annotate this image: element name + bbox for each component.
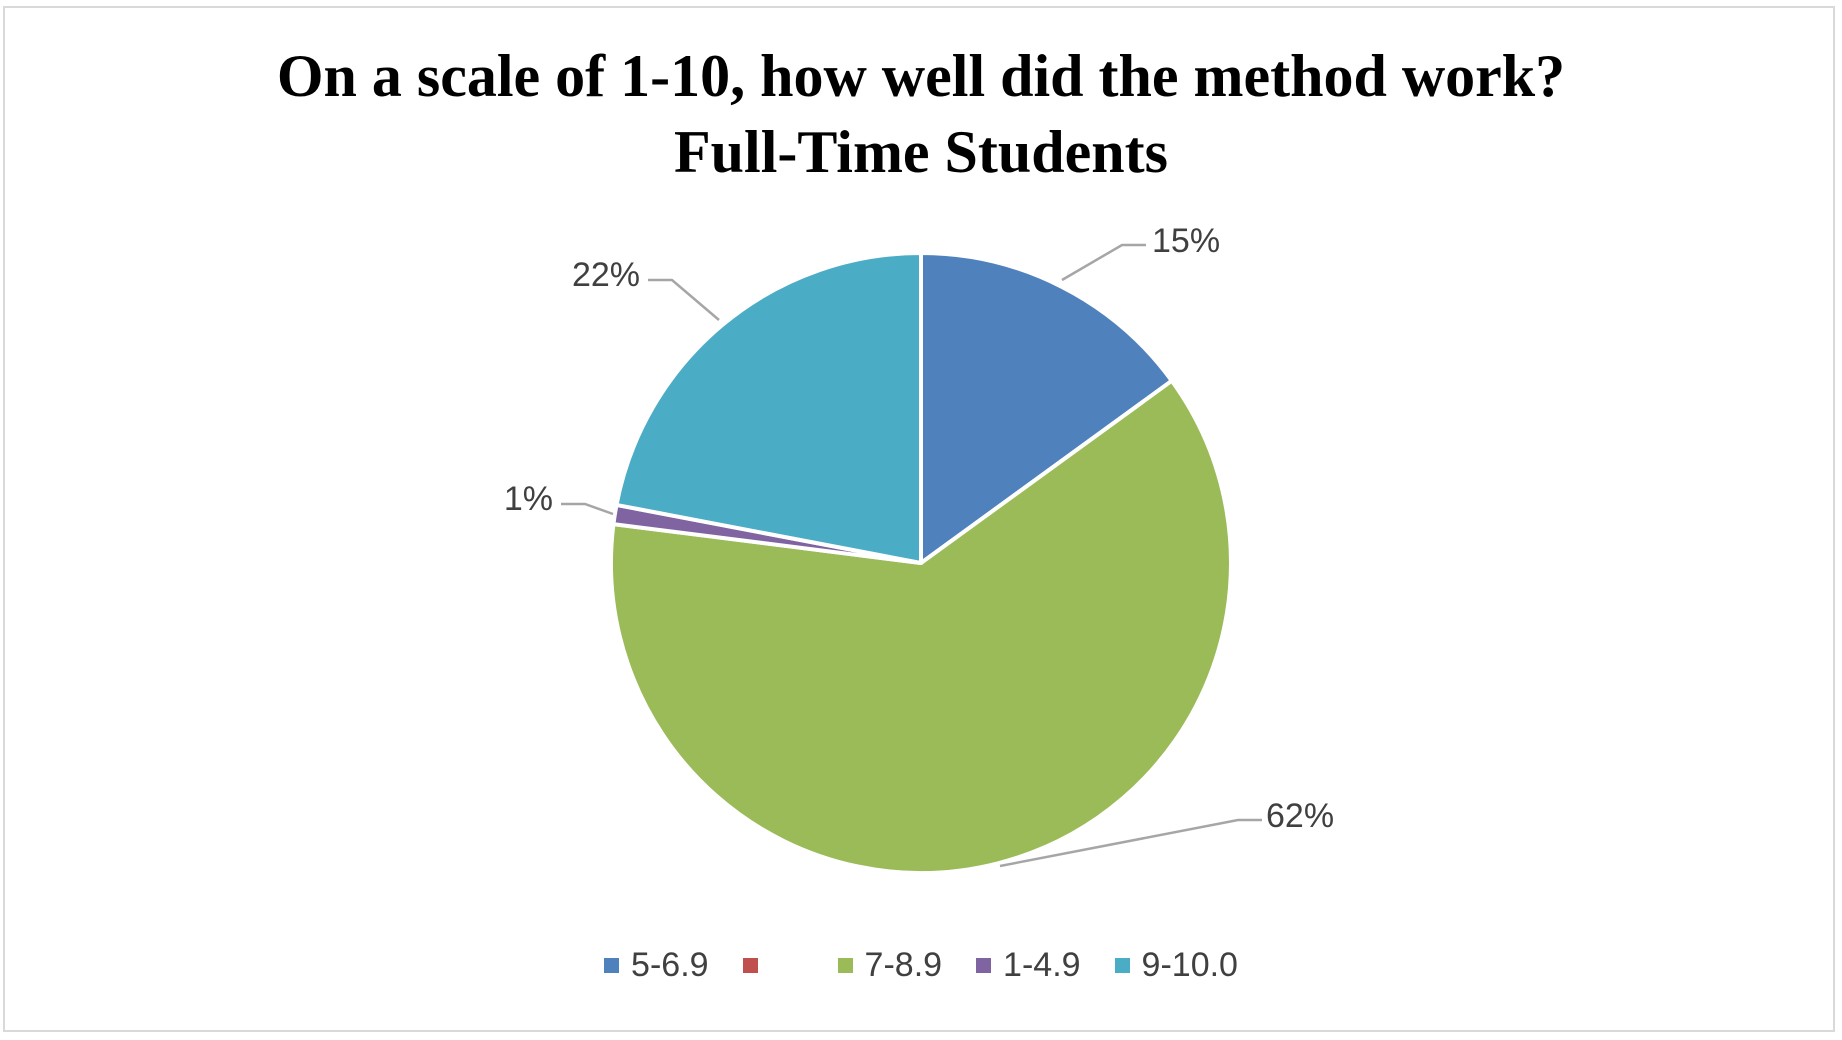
legend-swatch-7-8-9 bbox=[837, 957, 853, 973]
data-label-1-4-9: 1% bbox=[504, 480, 553, 518]
leader-line-1-4-9 bbox=[561, 502, 614, 516]
legend-label-9-10-0: 9-10.0 bbox=[1141, 945, 1238, 984]
pie-slice-9-10-0 bbox=[614, 251, 923, 565]
pie-slice-5-6-9 bbox=[919, 251, 1174, 565]
legend-item-series-2 bbox=[742, 957, 804, 973]
leader-line-5-6-9 bbox=[1061, 243, 1146, 282]
legend-swatch-series-2 bbox=[742, 957, 758, 973]
legend-label-7-8-9: 7-8.9 bbox=[864, 945, 943, 984]
legend-item-7-8-9: 7-8.9 bbox=[837, 945, 943, 985]
legend-item-1-4-9: 1-4.9 bbox=[976, 946, 1081, 985]
leader-lines bbox=[561, 243, 1262, 868]
pie-slice-7-8-9 bbox=[609, 378, 1233, 875]
legend: 5-6.9 7-8.9 1-4.9 9-10.0 bbox=[0, 940, 1842, 990]
data-label-7-8-9: 62% bbox=[1266, 797, 1334, 835]
data-label-5-6-9: 15% bbox=[1152, 222, 1220, 260]
pie-slices bbox=[609, 251, 1233, 875]
legend-swatch-5-6-9 bbox=[604, 957, 620, 973]
legend-swatch-9-10-0 bbox=[1114, 957, 1130, 973]
leader-line-7-8-9 bbox=[999, 818, 1262, 868]
legend-swatch-1-4-9 bbox=[976, 957, 992, 973]
leader-line-9-10-0 bbox=[648, 278, 720, 321]
data-labels: 15% 62% 1% 22% bbox=[504, 222, 1334, 835]
legend-label-5-6-9: 5-6.9 bbox=[631, 945, 709, 984]
chart-title-line-1: On a scale of 1-10, how well did the met… bbox=[276, 43, 1566, 109]
legend-item-9-10-0: 9-10.0 bbox=[1114, 945, 1238, 985]
chart-title-line-2: Full-Time Students bbox=[674, 119, 1168, 185]
chart-title: On a scale of 1-10, how well did the met… bbox=[0, 38, 1842, 190]
legend-item-5-6-9: 5-6.9 bbox=[604, 946, 709, 985]
data-label-9-10-0: 22% bbox=[572, 256, 640, 294]
legend-label-1-4-9: 1-4.9 bbox=[1003, 945, 1081, 984]
